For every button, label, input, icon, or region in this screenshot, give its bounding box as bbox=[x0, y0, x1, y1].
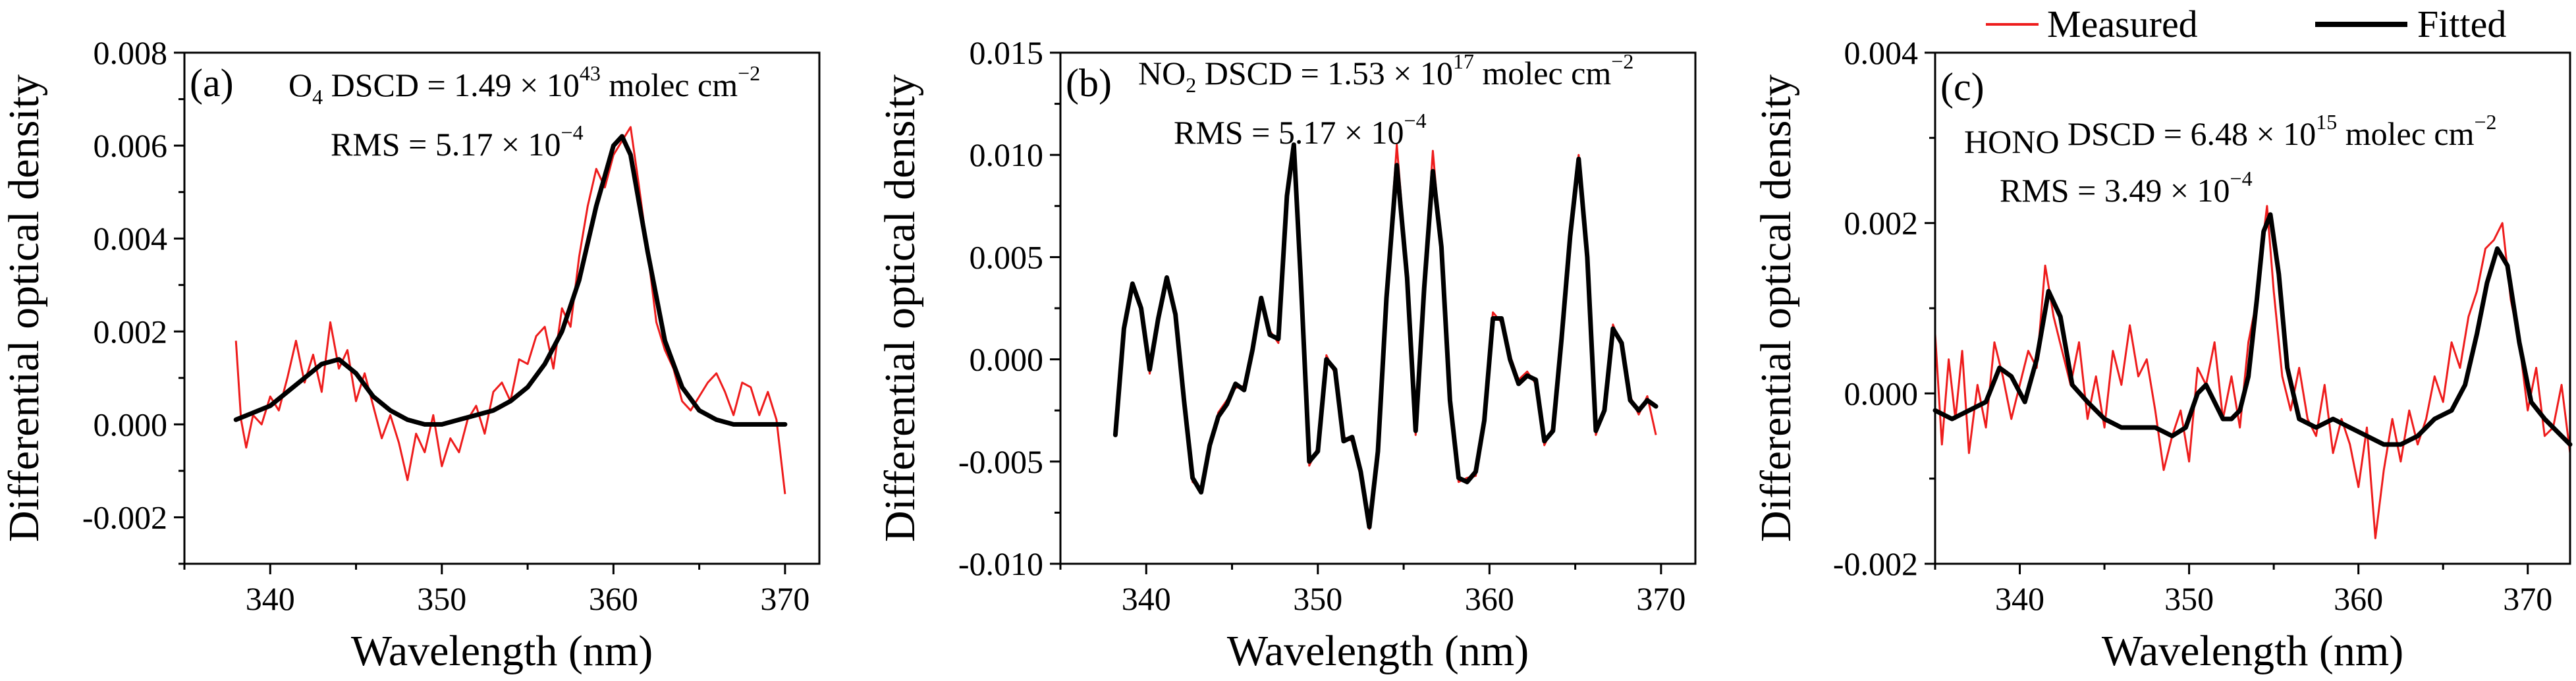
fitted-series-c bbox=[1932, 212, 2573, 447]
y-ticks-a: -0.002 0.000 0.002 0.004 0.006 0.008 bbox=[82, 34, 184, 565]
plot-frame-a bbox=[183, 51, 821, 565]
x-tick-label: 350 bbox=[2164, 580, 2214, 617]
x-tick-label: 350 bbox=[417, 580, 466, 617]
x-axis-title-b: Wavelength (nm) bbox=[1227, 627, 1529, 675]
panel-label-b: (b) bbox=[1066, 61, 1112, 105]
measured-line-c bbox=[1934, 205, 2571, 539]
dscd-annotation-c: HONO DSCD = 6.48 × 1015 molec cm−2 bbox=[1964, 110, 2497, 160]
dscd-annotation-a: O4 DSCD = 1.49 × 1043 molec cm−2 bbox=[288, 61, 760, 109]
panel-label-c: (c) bbox=[1940, 65, 1985, 109]
y-axis-title-c: Differential optical density bbox=[1752, 74, 1800, 542]
y-tick-label: 0.002 bbox=[94, 313, 168, 350]
y-axis-title-b: Differential optical density bbox=[876, 74, 924, 542]
x-tick-label: 370 bbox=[1636, 580, 1685, 617]
panel-label-a: (a) bbox=[190, 61, 234, 105]
y-tick-label: 0.015 bbox=[970, 34, 1044, 71]
y-tick-label: 0.002 bbox=[1844, 205, 1919, 242]
y-tick-label: 0.000 bbox=[970, 341, 1044, 378]
x-tick-label: 360 bbox=[589, 580, 638, 617]
y-tick-label: 0.005 bbox=[970, 238, 1044, 275]
panel-a: 340 350 360 370 -0.002 0.000 0.002 0.004 0.006 0… bbox=[0, 34, 821, 675]
rms-annotation-a: RMS = 5.17 × 10−4 bbox=[331, 121, 584, 163]
x-tick-label: 350 bbox=[1293, 580, 1342, 617]
fitted-line-b bbox=[1112, 142, 1658, 530]
x-tick-label: 340 bbox=[246, 580, 295, 617]
x-axis-title-c: Wavelength (nm) bbox=[2102, 627, 2403, 675]
x-tick-label: 360 bbox=[2334, 580, 2383, 617]
y-tick-label: 0.004 bbox=[94, 220, 168, 257]
fitted-line-a bbox=[233, 134, 788, 427]
x-tick-label: 370 bbox=[760, 580, 809, 617]
y-ticks-b: -0.010 -0.005 0.000 0.005 0.010 0.015 bbox=[958, 34, 1060, 582]
y-tick-label: -0.002 bbox=[82, 499, 167, 535]
x-tick-label: 370 bbox=[2503, 580, 2552, 617]
panel-c: 340 350 360 370 -0.002 0.000 0.002 0.004 (c) H… bbox=[1752, 34, 2573, 675]
y-ticks-c: -0.002 0.000 0.002 0.004 bbox=[1833, 34, 1935, 582]
y-tick-label: 0.000 bbox=[94, 406, 168, 443]
y-tick-label: -0.002 bbox=[1833, 545, 1918, 582]
y-axis-title-a: Differential optical density bbox=[0, 74, 48, 542]
legend-measured-label: Measured bbox=[2047, 3, 2198, 45]
x-axis-title-a: Wavelength (nm) bbox=[351, 627, 653, 675]
y-tick-label: 0.006 bbox=[94, 127, 168, 164]
y-tick-label: -0.010 bbox=[958, 545, 1043, 582]
x-tick-label: 340 bbox=[1995, 580, 2044, 617]
x-ticks-a: 340 350 360 370 bbox=[183, 564, 809, 617]
rms-annotation-b: RMS = 5.17 × 10−4 bbox=[1174, 109, 1427, 151]
y-tick-label: 0.000 bbox=[1844, 375, 1919, 412]
rms-annotation-c: RMS = 3.49 × 10−4 bbox=[2000, 167, 2253, 209]
panel-b: 340 350 360 370 -0.010 -0.005 0.000 0.005 0.010… bbox=[876, 34, 1697, 675]
y-tick-label: 0.010 bbox=[970, 136, 1044, 173]
measured-line-a bbox=[234, 126, 786, 495]
y-tick-label: -0.005 bbox=[958, 443, 1043, 480]
fitted-series-b bbox=[1112, 142, 1658, 530]
legend-fitted-label: Fitted bbox=[2417, 3, 2506, 45]
fitted-series-a bbox=[233, 134, 788, 427]
x-tick-label: 340 bbox=[1122, 580, 1171, 617]
x-ticks-b: 340 350 360 370 bbox=[1059, 564, 1685, 617]
measured-series-c bbox=[1934, 205, 2571, 539]
dscd-annotation-b: NO2 DSCD = 1.53 × 1017 molec cm−2 bbox=[1138, 49, 1633, 97]
y-tick-label: 0.008 bbox=[94, 34, 168, 71]
y-tick-label: 0.004 bbox=[1844, 34, 1919, 71]
x-ticks-c: 340 350 360 370 bbox=[1934, 564, 2552, 617]
fitted-line-c bbox=[1932, 212, 2573, 447]
x-tick-label: 360 bbox=[1465, 580, 1514, 617]
legend: Measured Fitted bbox=[1986, 3, 2506, 45]
measured-series-a bbox=[234, 126, 786, 495]
